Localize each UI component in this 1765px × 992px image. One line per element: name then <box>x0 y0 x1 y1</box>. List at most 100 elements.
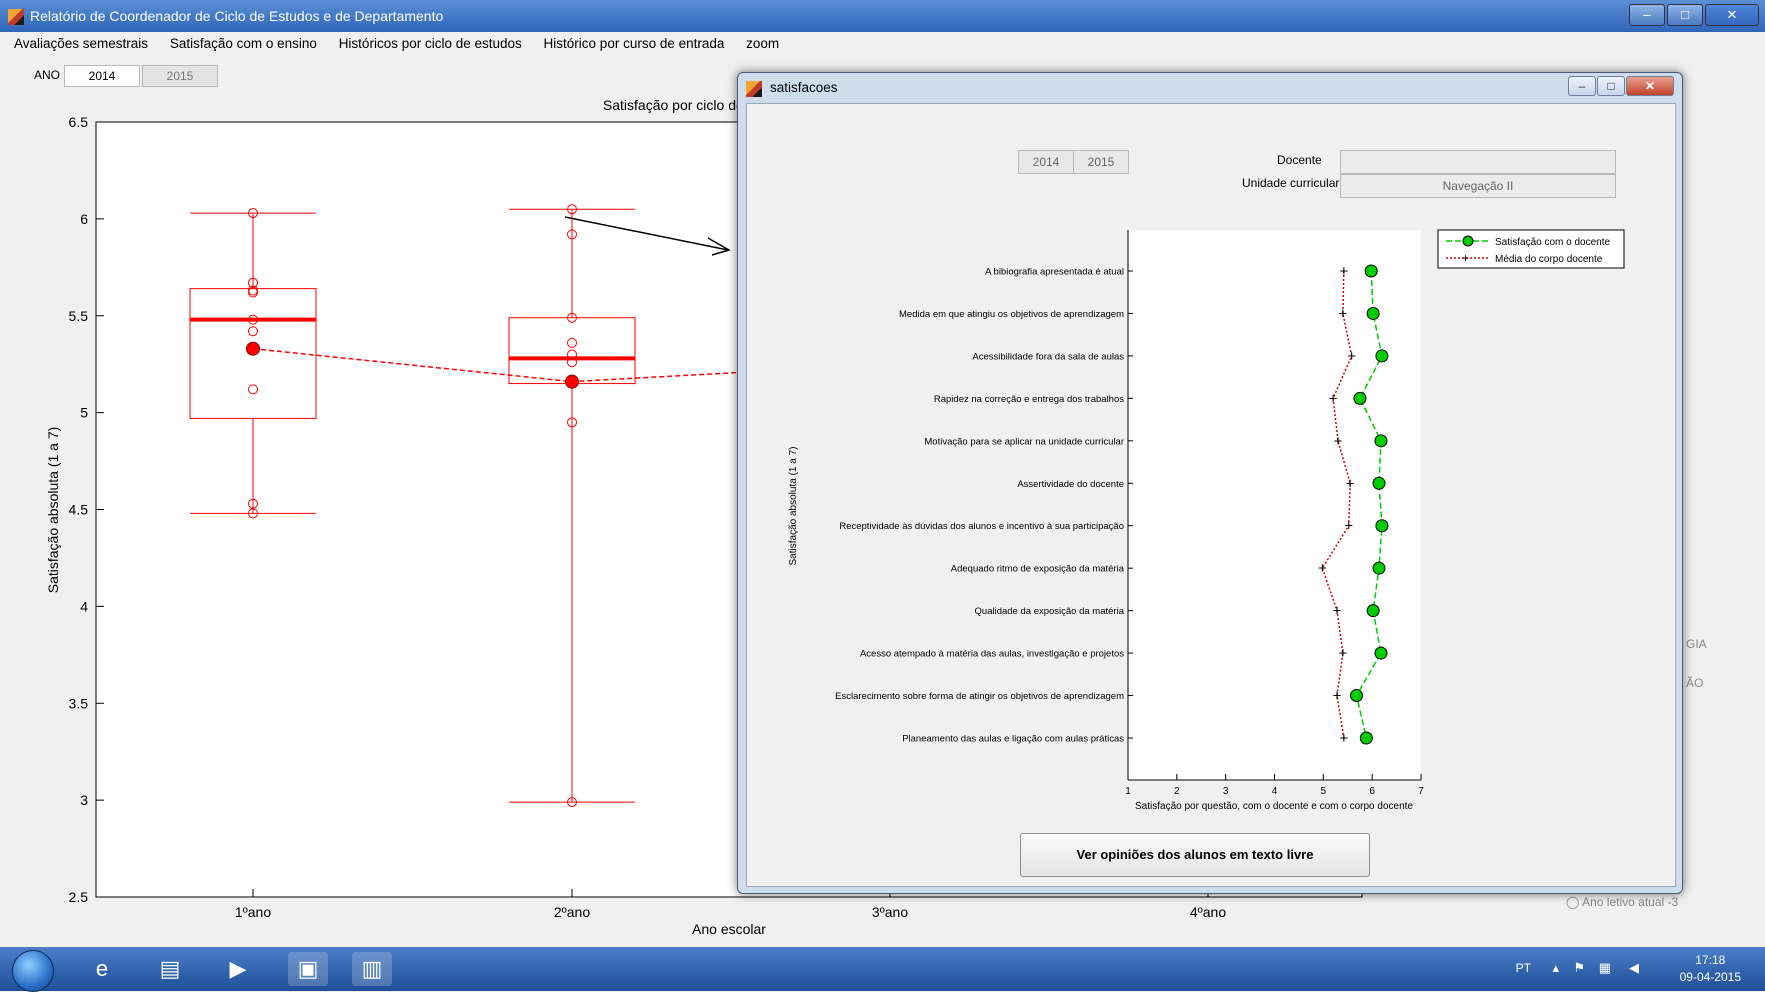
start-button[interactable] <box>12 950 54 992</box>
data-point <box>248 508 258 519</box>
system-tray: PT ▴ ⚑ ▦ ◀ 17:18 09-04-2015 <box>1491 947 1751 991</box>
y-tick-label: 5.5 <box>69 308 89 324</box>
network-icon[interactable]: ▦ <box>1598 960 1611 975</box>
dialog-x-tick-label: 2 <box>1174 786 1180 797</box>
data-point <box>248 326 258 337</box>
internet-explorer-icon[interactable]: e <box>95 956 109 981</box>
satisfacao-point <box>1374 646 1388 660</box>
mean-marker <box>246 341 260 356</box>
media-point: + <box>1338 305 1347 322</box>
window-title: Relatório de Coordenador de Ciclo de Est… <box>30 8 444 24</box>
menu-satisfacao-ensino[interactable]: Satisfação com o ensino <box>169 36 317 51</box>
radio-circle-icon: ◯ <box>1566 895 1583 909</box>
question-label: Motivação para se aplicar na unidade cur… <box>924 436 1124 447</box>
maximize-button[interactable]: □ <box>1667 4 1703 26</box>
radio-ano-letivo[interactable]: ◯ Ano letivo atual -3 <box>1566 895 1678 909</box>
questions-line-chart: Satisfação absoluta (1 a 7) Satisfação p… <box>788 229 1625 812</box>
satisfacao-point <box>1364 264 1378 278</box>
y-tick-label: 4.5 <box>69 502 89 518</box>
x-tick-label: 4ºano <box>1190 904 1226 920</box>
clock-date: 09-04-2015 <box>1679 970 1741 984</box>
satisfacao-point <box>1375 519 1389 533</box>
media-point: + <box>1339 263 1348 280</box>
question-label: A bibiografia apresentada é atual <box>985 267 1124 278</box>
matlab-icon <box>8 9 24 25</box>
legend-media-corpo-docente: Média do corpo docente <box>1495 254 1603 265</box>
data-point <box>248 208 258 219</box>
question-label: Planeamento das aulas e ligação com aula… <box>902 734 1124 745</box>
unidade-curricular-field[interactable]: Navegação II <box>1340 174 1616 198</box>
y-tick-label: 6 <box>80 211 88 227</box>
dialog-x-axis-label: Satisfação por questão, com o docente e … <box>1135 801 1413 812</box>
question-label: Acesso atempado à matéria das aulas, inv… <box>860 649 1124 660</box>
data-point <box>248 384 258 395</box>
radio-label: Ano letivo atual -3 <box>1582 895 1679 909</box>
dialog-x-tick-label: 1 <box>1125 786 1131 797</box>
action-center-icon[interactable]: ⚑ <box>1573 960 1585 975</box>
dialog-year-2015-button[interactable]: 2015 <box>1073 150 1129 174</box>
matlab-icon <box>746 81 762 97</box>
media-point: + <box>1329 390 1338 407</box>
matlab-window-icon[interactable]: ▥ <box>352 952 392 986</box>
question-label: Adequado ritmo de exposição da matéria <box>951 564 1125 575</box>
satisfacao-point <box>1375 349 1389 363</box>
file-explorer-icon[interactable]: ▤ <box>159 956 181 981</box>
dialog-x-tick-label: 6 <box>1369 786 1375 797</box>
legend-marker-media: + <box>1462 251 1469 265</box>
close-button[interactable]: ✕ <box>1705 4 1759 26</box>
x-tick-label: 2ºano <box>554 904 590 920</box>
y-tick-label: 4 <box>80 598 88 614</box>
satisfacao-point <box>1350 689 1364 703</box>
media-point: + <box>1333 603 1342 620</box>
data-point <box>567 312 577 323</box>
docente-field[interactable] <box>1340 150 1616 174</box>
language-indicator[interactable]: PT <box>1515 961 1531 975</box>
dialog-maximize-button[interactable]: □ <box>1597 76 1625 96</box>
question-label: Assertividade do docente <box>1017 479 1124 490</box>
legend-marker-satisfacao <box>1462 235 1474 247</box>
satisfacao-point <box>1372 561 1386 575</box>
menu-avaliacoes-semestrais[interactable]: Avaliações semestrais <box>14 36 149 51</box>
dialog-close-button[interactable]: ✕ <box>1626 76 1674 96</box>
mean-marker <box>565 374 579 389</box>
question-label: Qualidade da exposição da matéria <box>975 606 1125 617</box>
volume-icon[interactable]: ◀ <box>1629 960 1639 975</box>
docente-label: Docente <box>1277 153 1322 167</box>
annotation-arrow-line <box>564 216 729 251</box>
dialog-minimize-button[interactable]: – <box>1568 76 1596 96</box>
question-label: Rapidez na correção e entrega dos trabal… <box>934 394 1124 405</box>
box-iqr <box>189 288 317 419</box>
data-point <box>567 229 577 240</box>
data-point <box>248 277 258 288</box>
question-label: Receptividade às dúvidas dos alunos e in… <box>839 521 1124 532</box>
menu-bar: Avaliações semestrais Satisfação com o e… <box>0 32 1765 56</box>
dialog-year-2014-button[interactable]: 2014 <box>1018 150 1074 174</box>
year-2014-button[interactable]: 2014 <box>64 65 140 87</box>
year-label: ANO <box>34 68 61 82</box>
satisfacao-point <box>1353 391 1367 405</box>
unidade-curricular-label: Unidade curricular <box>1242 176 1340 190</box>
x-tick-label: 3ºano <box>872 904 908 920</box>
satisfacao-point <box>1374 434 1388 448</box>
media-point: + <box>1333 688 1342 705</box>
clock[interactable]: 17:18 09-04-2015 <box>1680 952 1741 986</box>
satisfacao-point <box>1366 306 1380 320</box>
series-media-corpo-docente <box>1321 270 1353 739</box>
media-point: + <box>1318 560 1327 577</box>
dialog-title: satisfacoes <box>770 80 838 95</box>
menu-historico-curso[interactable]: Histórico por curso de entrada <box>543 36 725 51</box>
minimize-button[interactable]: – <box>1629 4 1665 26</box>
series-satisfacao-docente <box>1355 270 1383 739</box>
dialog-y-axis-label: Satisfação absoluta (1 a 7) <box>788 447 799 566</box>
show-hidden-icon[interactable]: ▴ <box>1552 960 1559 975</box>
main-window-titlebar: Relatório de Coordenador de Ciclo de Est… <box>0 0 1765 32</box>
ver-opinioes-button[interactable]: Ver opiniões dos alunos em texto livre <box>1020 833 1370 877</box>
year-2015-button[interactable]: 2015 <box>142 65 218 87</box>
main-x-axis-label: Ano escolar <box>692 921 766 937</box>
data-point <box>567 337 577 348</box>
media-player-icon[interactable]: ▶ <box>229 956 247 981</box>
powerpoint-icon[interactable]: ▣ <box>288 952 328 986</box>
y-tick-label: 2.5 <box>69 889 89 905</box>
menu-historicos-ciclo[interactable]: Históricos por ciclo de estudos <box>338 36 522 51</box>
menu-zoom[interactable]: zoom <box>746 36 780 51</box>
